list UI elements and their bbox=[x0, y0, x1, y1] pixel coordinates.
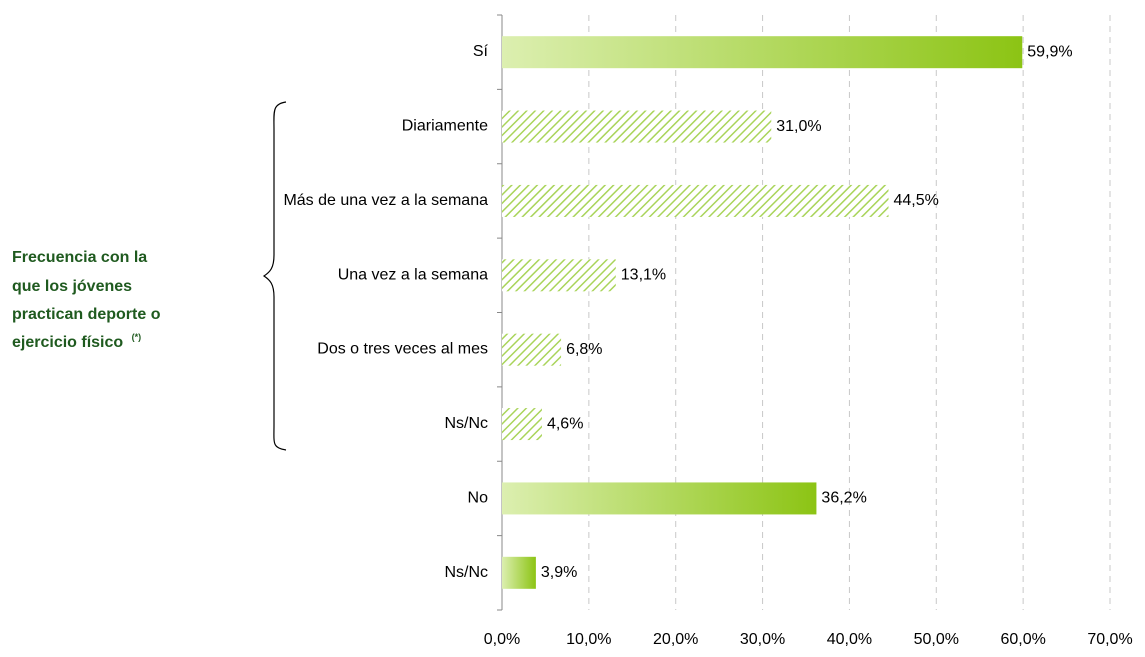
x-tick-label: 70,0% bbox=[1087, 631, 1132, 648]
value-label: 31,0% bbox=[776, 118, 821, 135]
bar bbox=[502, 36, 1023, 69]
bar bbox=[502, 333, 562, 366]
x-tick-label: 30,0% bbox=[740, 631, 785, 648]
y-tick-label: Una vez a la semana bbox=[338, 267, 488, 284]
y-tick-label: Dos o tres veces al mes bbox=[317, 341, 488, 358]
value-label: 3,9% bbox=[541, 564, 577, 581]
x-tick-label: 60,0% bbox=[1000, 631, 1045, 648]
brace bbox=[262, 101, 287, 451]
x-tick-label: 0,0% bbox=[484, 631, 520, 648]
y-tick-label: Diariamente bbox=[402, 118, 488, 135]
bar bbox=[502, 556, 536, 589]
value-label: 13,1% bbox=[621, 267, 666, 284]
y-tick-label: Más de una vez a la semana bbox=[283, 192, 488, 209]
y-tick-label: No bbox=[468, 490, 489, 507]
y-tick-label: Ns/Nc bbox=[444, 415, 488, 432]
annotation: Frecuencia con la que los jóvenes practi… bbox=[12, 249, 165, 351]
annotation-line: practican deporte o bbox=[12, 306, 161, 323]
value-label: 44,5% bbox=[894, 192, 939, 209]
bar bbox=[502, 184, 889, 217]
x-tick-label: 50,0% bbox=[914, 631, 959, 648]
value-label: 59,9% bbox=[1027, 43, 1072, 60]
annotation-line: que los jóvenes bbox=[12, 278, 132, 295]
bar bbox=[502, 408, 542, 441]
x-tick-label: 40,0% bbox=[827, 631, 872, 648]
bar bbox=[502, 110, 772, 143]
y-tick-label: Sí bbox=[473, 43, 489, 60]
x-tick-label: 10,0% bbox=[566, 631, 611, 648]
value-label: 36,2% bbox=[821, 490, 866, 507]
annotation-line: ejercicio físico bbox=[12, 334, 123, 351]
y-tick-label: Ns/Nc bbox=[444, 564, 488, 581]
annotation-note: (*) bbox=[132, 332, 142, 342]
bar bbox=[502, 482, 817, 515]
value-label: 6,8% bbox=[566, 341, 602, 358]
value-label: 4,6% bbox=[547, 415, 583, 432]
x-tick-label: 20,0% bbox=[653, 631, 698, 648]
bar bbox=[502, 259, 616, 292]
annotation-line: Frecuencia con la bbox=[12, 249, 147, 266]
